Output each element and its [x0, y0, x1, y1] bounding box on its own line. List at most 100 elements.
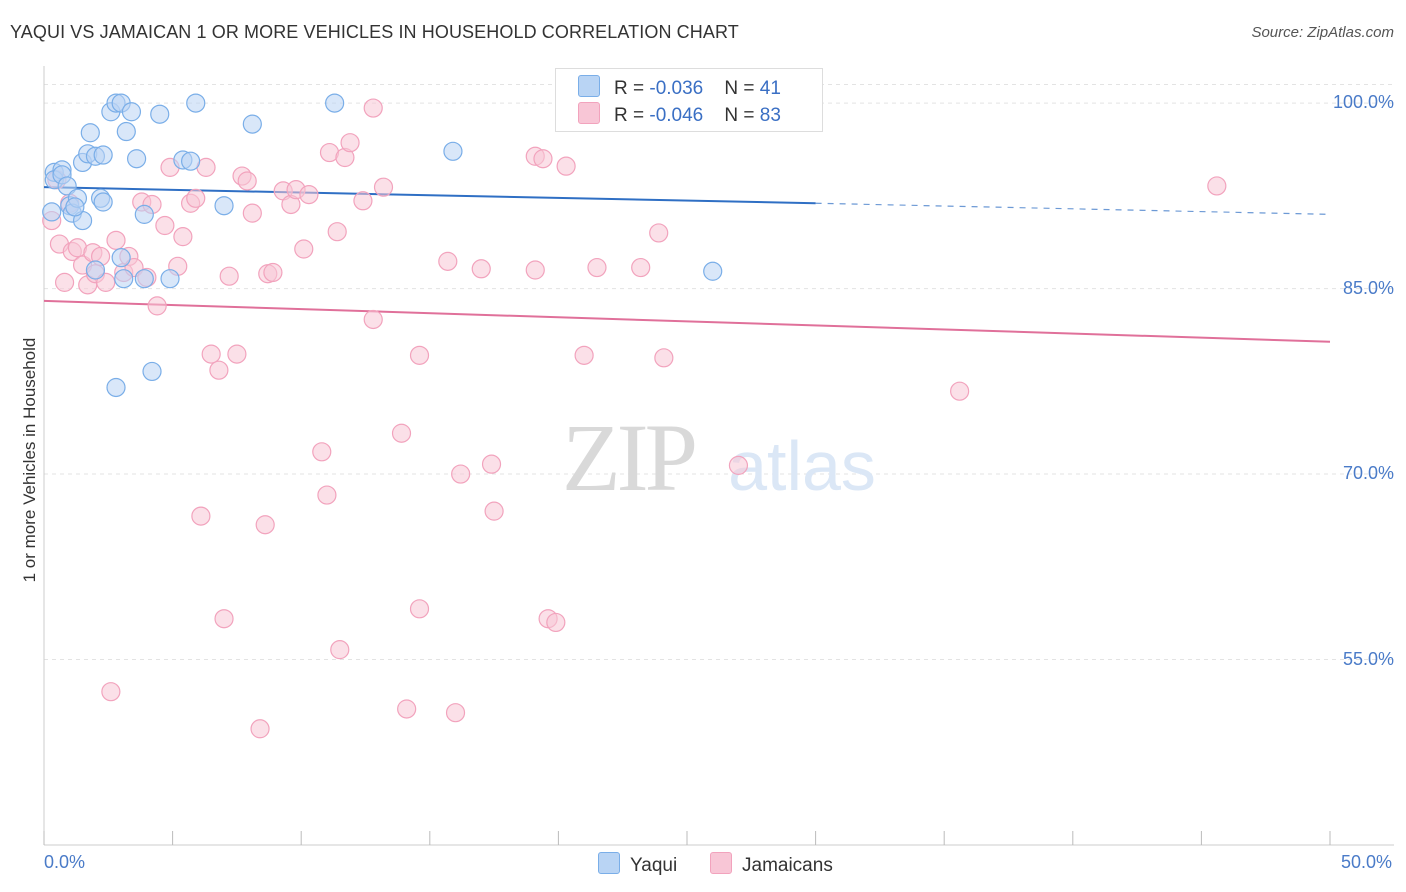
point-yaqui	[142, 361, 162, 382]
point-jamaicans	[1207, 176, 1227, 196]
legend-row-jamaicans: R = -0.046 N = 83	[578, 102, 781, 126]
point-jamaicans	[340, 133, 360, 153]
point-jamaicans	[201, 344, 221, 364]
x-tick-label-min: 0.0%	[44, 852, 86, 872]
point-jamaicans	[250, 719, 270, 739]
point-jamaicans	[299, 184, 319, 205]
chart-title: YAQUI VS JAMAICAN 1 OR MORE VEHICLES IN …	[10, 22, 739, 42]
point-jamaicans	[191, 506, 211, 526]
legend-r-label: R =	[614, 105, 650, 126]
point-yaqui	[106, 377, 126, 398]
point-jamaicans	[147, 296, 167, 316]
point-yaqui	[111, 248, 131, 268]
point-jamaicans	[363, 98, 383, 118]
trend-line-yaqui	[43, 186, 816, 205]
point-yaqui	[116, 121, 136, 142]
legend-n-value: 83	[759, 105, 781, 126]
point-jamaicans	[451, 464, 471, 484]
point-jamaicans	[209, 360, 229, 380]
point-jamaicans	[363, 309, 383, 330]
series-swatch-jamaicans	[710, 852, 732, 874]
point-jamaicans	[263, 262, 283, 283]
point-jamaicans	[317, 485, 337, 505]
point-jamaicans	[409, 599, 430, 619]
series-swatch-yaqui	[598, 852, 620, 874]
y-tick-label: 70.0%	[1342, 463, 1394, 484]
point-jamaicans	[173, 227, 193, 247]
point-jamaicans	[54, 272, 75, 292]
point-jamaicans	[255, 515, 275, 535]
y-tick-label: 55.0%	[1342, 648, 1394, 669]
point-yaqui	[57, 176, 77, 196]
point-yaqui	[150, 104, 170, 124]
point-jamaicans	[438, 251, 458, 271]
point-yaqui	[160, 269, 180, 289]
point-jamaicans	[950, 381, 970, 401]
legend-r-value: -0.046	[649, 105, 704, 126]
point-yaqui	[85, 260, 106, 280]
point-jamaicans	[409, 345, 430, 365]
x-tick-label-max: 50.0%	[1340, 852, 1392, 872]
point-jamaicans	[631, 257, 651, 278]
point-jamaicans	[219, 266, 239, 286]
watermark-atlas: atlas	[728, 427, 876, 505]
watermark: ZIP atlas	[562, 404, 876, 511]
point-jamaicans	[525, 260, 545, 280]
point-jamaicans	[481, 454, 502, 474]
point-jamaicans	[214, 609, 234, 629]
point-jamaicans	[312, 442, 332, 462]
y-tick-label: 100.0%	[1332, 92, 1394, 113]
series-legend-jamaicans[interactable]: Jamaicans	[710, 852, 833, 877]
point-jamaicans	[294, 239, 314, 259]
point-jamaicans	[330, 640, 350, 660]
point-jamaicans	[556, 156, 576, 176]
point-yaqui	[134, 204, 154, 224]
legend-n-label: N =	[724, 105, 760, 126]
point-jamaicans	[587, 257, 607, 278]
series-name: Yaqui	[630, 855, 678, 876]
point-yaqui	[214, 196, 234, 216]
legend-n-value: 41	[759, 78, 781, 99]
point-yaqui	[703, 261, 723, 281]
point-jamaicans	[106, 230, 126, 250]
point-yaqui	[80, 123, 100, 143]
series-legend-yaqui[interactable]: Yaqui	[598, 852, 677, 877]
point-yaqui	[126, 149, 147, 169]
point-yaqui	[242, 114, 262, 134]
point-jamaicans	[101, 682, 121, 702]
data-points	[42, 93, 1227, 739]
point-jamaicans	[649, 223, 669, 243]
point-jamaicans	[445, 703, 466, 723]
point-yaqui	[121, 102, 142, 122]
point-jamaicans	[391, 423, 412, 443]
series-legend: Yaqui Jamaicans	[0, 852, 1406, 878]
trend-extension-yaqui	[815, 202, 1331, 215]
point-jamaicans	[728, 455, 749, 475]
point-jamaicans	[237, 171, 257, 191]
point-jamaicans	[155, 215, 175, 236]
point-jamaicans	[186, 188, 206, 208]
legend-r-label: R =	[614, 78, 650, 99]
point-jamaicans	[546, 612, 566, 633]
point-yaqui	[114, 269, 134, 289]
point-jamaicans	[484, 501, 504, 521]
point-jamaicans	[654, 348, 674, 368]
point-jamaicans	[227, 344, 247, 364]
point-yaqui	[186, 93, 206, 113]
legend-n-label: N =	[724, 78, 760, 99]
point-jamaicans	[242, 203, 262, 223]
point-jamaicans	[353, 191, 373, 211]
legend-swatch-yaqui	[578, 75, 600, 97]
axes	[43, 66, 1394, 846]
point-yaqui	[134, 269, 154, 289]
point-jamaicans	[471, 259, 491, 279]
point-jamaicans	[96, 272, 116, 292]
trend-line-jamaicans	[43, 299, 1331, 343]
point-jamaicans	[574, 345, 594, 365]
point-yaqui	[181, 151, 201, 171]
point-jamaicans	[533, 149, 553, 169]
point-jamaicans	[373, 177, 394, 197]
stats-legend: R = -0.036 N = 41 R = -0.046 N = 83	[555, 68, 823, 132]
point-yaqui	[42, 202, 62, 222]
